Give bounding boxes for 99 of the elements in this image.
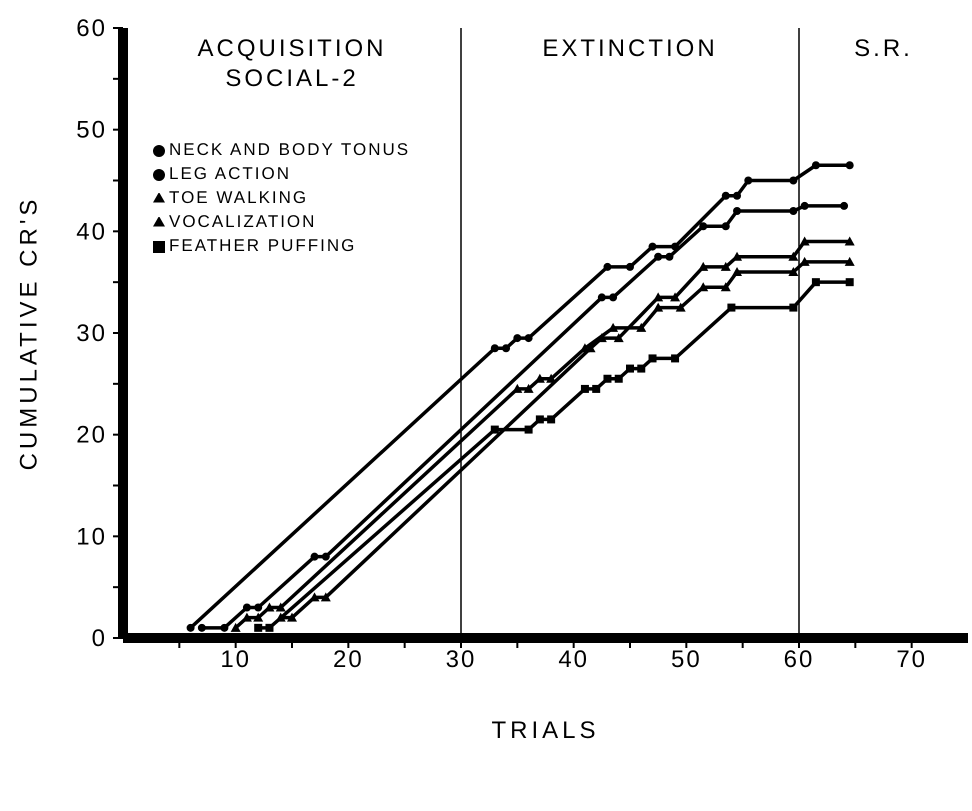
point — [536, 415, 544, 424]
point — [812, 161, 820, 170]
point — [626, 262, 634, 271]
annotation: S.R. — [854, 35, 913, 62]
legend-label: LEG ACTION — [169, 164, 292, 183]
point — [733, 207, 742, 215]
point — [614, 374, 623, 383]
legend-label: FEATHER PUFFING — [169, 236, 356, 255]
point — [846, 161, 854, 170]
point — [524, 426, 533, 434]
point — [789, 176, 798, 184]
x-tick-label: 30 — [446, 646, 476, 674]
point — [186, 624, 195, 632]
point — [592, 384, 600, 393]
point — [653, 302, 664, 312]
annotation: ACQUISITION SOCIAL-2 — [197, 35, 387, 92]
x-tick-label: 20 — [332, 646, 364, 674]
point — [626, 364, 634, 373]
point — [722, 222, 730, 230]
point — [265, 624, 274, 632]
point — [840, 202, 848, 210]
point — [789, 207, 798, 215]
point — [310, 552, 319, 561]
point — [732, 252, 742, 261]
point — [320, 592, 331, 602]
point — [676, 302, 686, 312]
point — [698, 262, 708, 271]
point — [524, 334, 533, 342]
point — [648, 242, 657, 251]
y-axis-title: CUMULATIVE CR'S — [16, 196, 43, 470]
point — [800, 236, 810, 246]
legend-label: VOCALIZATION — [169, 212, 316, 231]
y-tick-label: 30 — [76, 320, 107, 347]
point — [653, 292, 664, 302]
legend-label: NECK AND BODY TONUS — [169, 140, 410, 159]
point — [812, 278, 820, 286]
point — [254, 604, 262, 612]
point — [287, 612, 297, 622]
point — [788, 267, 798, 276]
point — [636, 322, 646, 332]
point — [727, 304, 736, 312]
point — [699, 222, 708, 230]
x-tick-label: 50 — [670, 646, 702, 674]
point — [322, 552, 330, 561]
point — [789, 304, 798, 312]
point — [733, 192, 742, 200]
point — [844, 256, 855, 266]
point — [800, 256, 810, 266]
point — [276, 612, 286, 622]
y-tick-label: 20 — [76, 422, 107, 449]
point — [844, 236, 855, 246]
y-tick-label: 10 — [76, 523, 107, 550]
point — [524, 384, 534, 393]
y-tick-label: 40 — [76, 218, 107, 246]
point — [580, 384, 589, 393]
x-tick-label: 70 — [896, 646, 928, 674]
point — [220, 624, 228, 632]
point — [732, 267, 742, 276]
point — [648, 354, 657, 362]
point — [310, 592, 320, 602]
x-tick-label: 10 — [220, 646, 252, 674]
point — [276, 602, 286, 612]
point — [800, 202, 809, 210]
point — [490, 344, 499, 352]
point — [720, 282, 731, 292]
point — [744, 176, 752, 184]
y-tick-label: 0 — [92, 625, 107, 652]
point — [502, 344, 510, 352]
point — [671, 354, 680, 362]
point — [637, 364, 646, 373]
point — [254, 624, 262, 632]
x-tick-label: 60 — [784, 646, 814, 674]
point — [671, 242, 680, 251]
point — [513, 334, 522, 342]
y-tick-label: 50 — [76, 116, 107, 144]
point — [614, 333, 624, 342]
point — [598, 293, 606, 302]
point — [609, 293, 618, 302]
y-tick-label: 60 — [76, 15, 107, 42]
point — [253, 612, 264, 622]
point — [670, 292, 680, 302]
point — [603, 374, 612, 383]
point — [654, 252, 662, 261]
point — [720, 262, 731, 271]
point — [230, 622, 241, 632]
point — [846, 278, 854, 286]
x-tick-label: 40 — [558, 646, 590, 674]
point — [665, 252, 674, 261]
point — [698, 282, 708, 292]
point — [490, 426, 499, 434]
point — [198, 624, 206, 632]
annotation: EXTINCTION — [542, 35, 718, 62]
point — [603, 262, 612, 271]
point — [547, 415, 556, 424]
point — [788, 252, 798, 261]
x-axis-title: TRIALS — [491, 717, 600, 744]
point — [722, 192, 730, 200]
point — [242, 604, 251, 612]
legend-label: TOE WALKING — [169, 188, 308, 207]
